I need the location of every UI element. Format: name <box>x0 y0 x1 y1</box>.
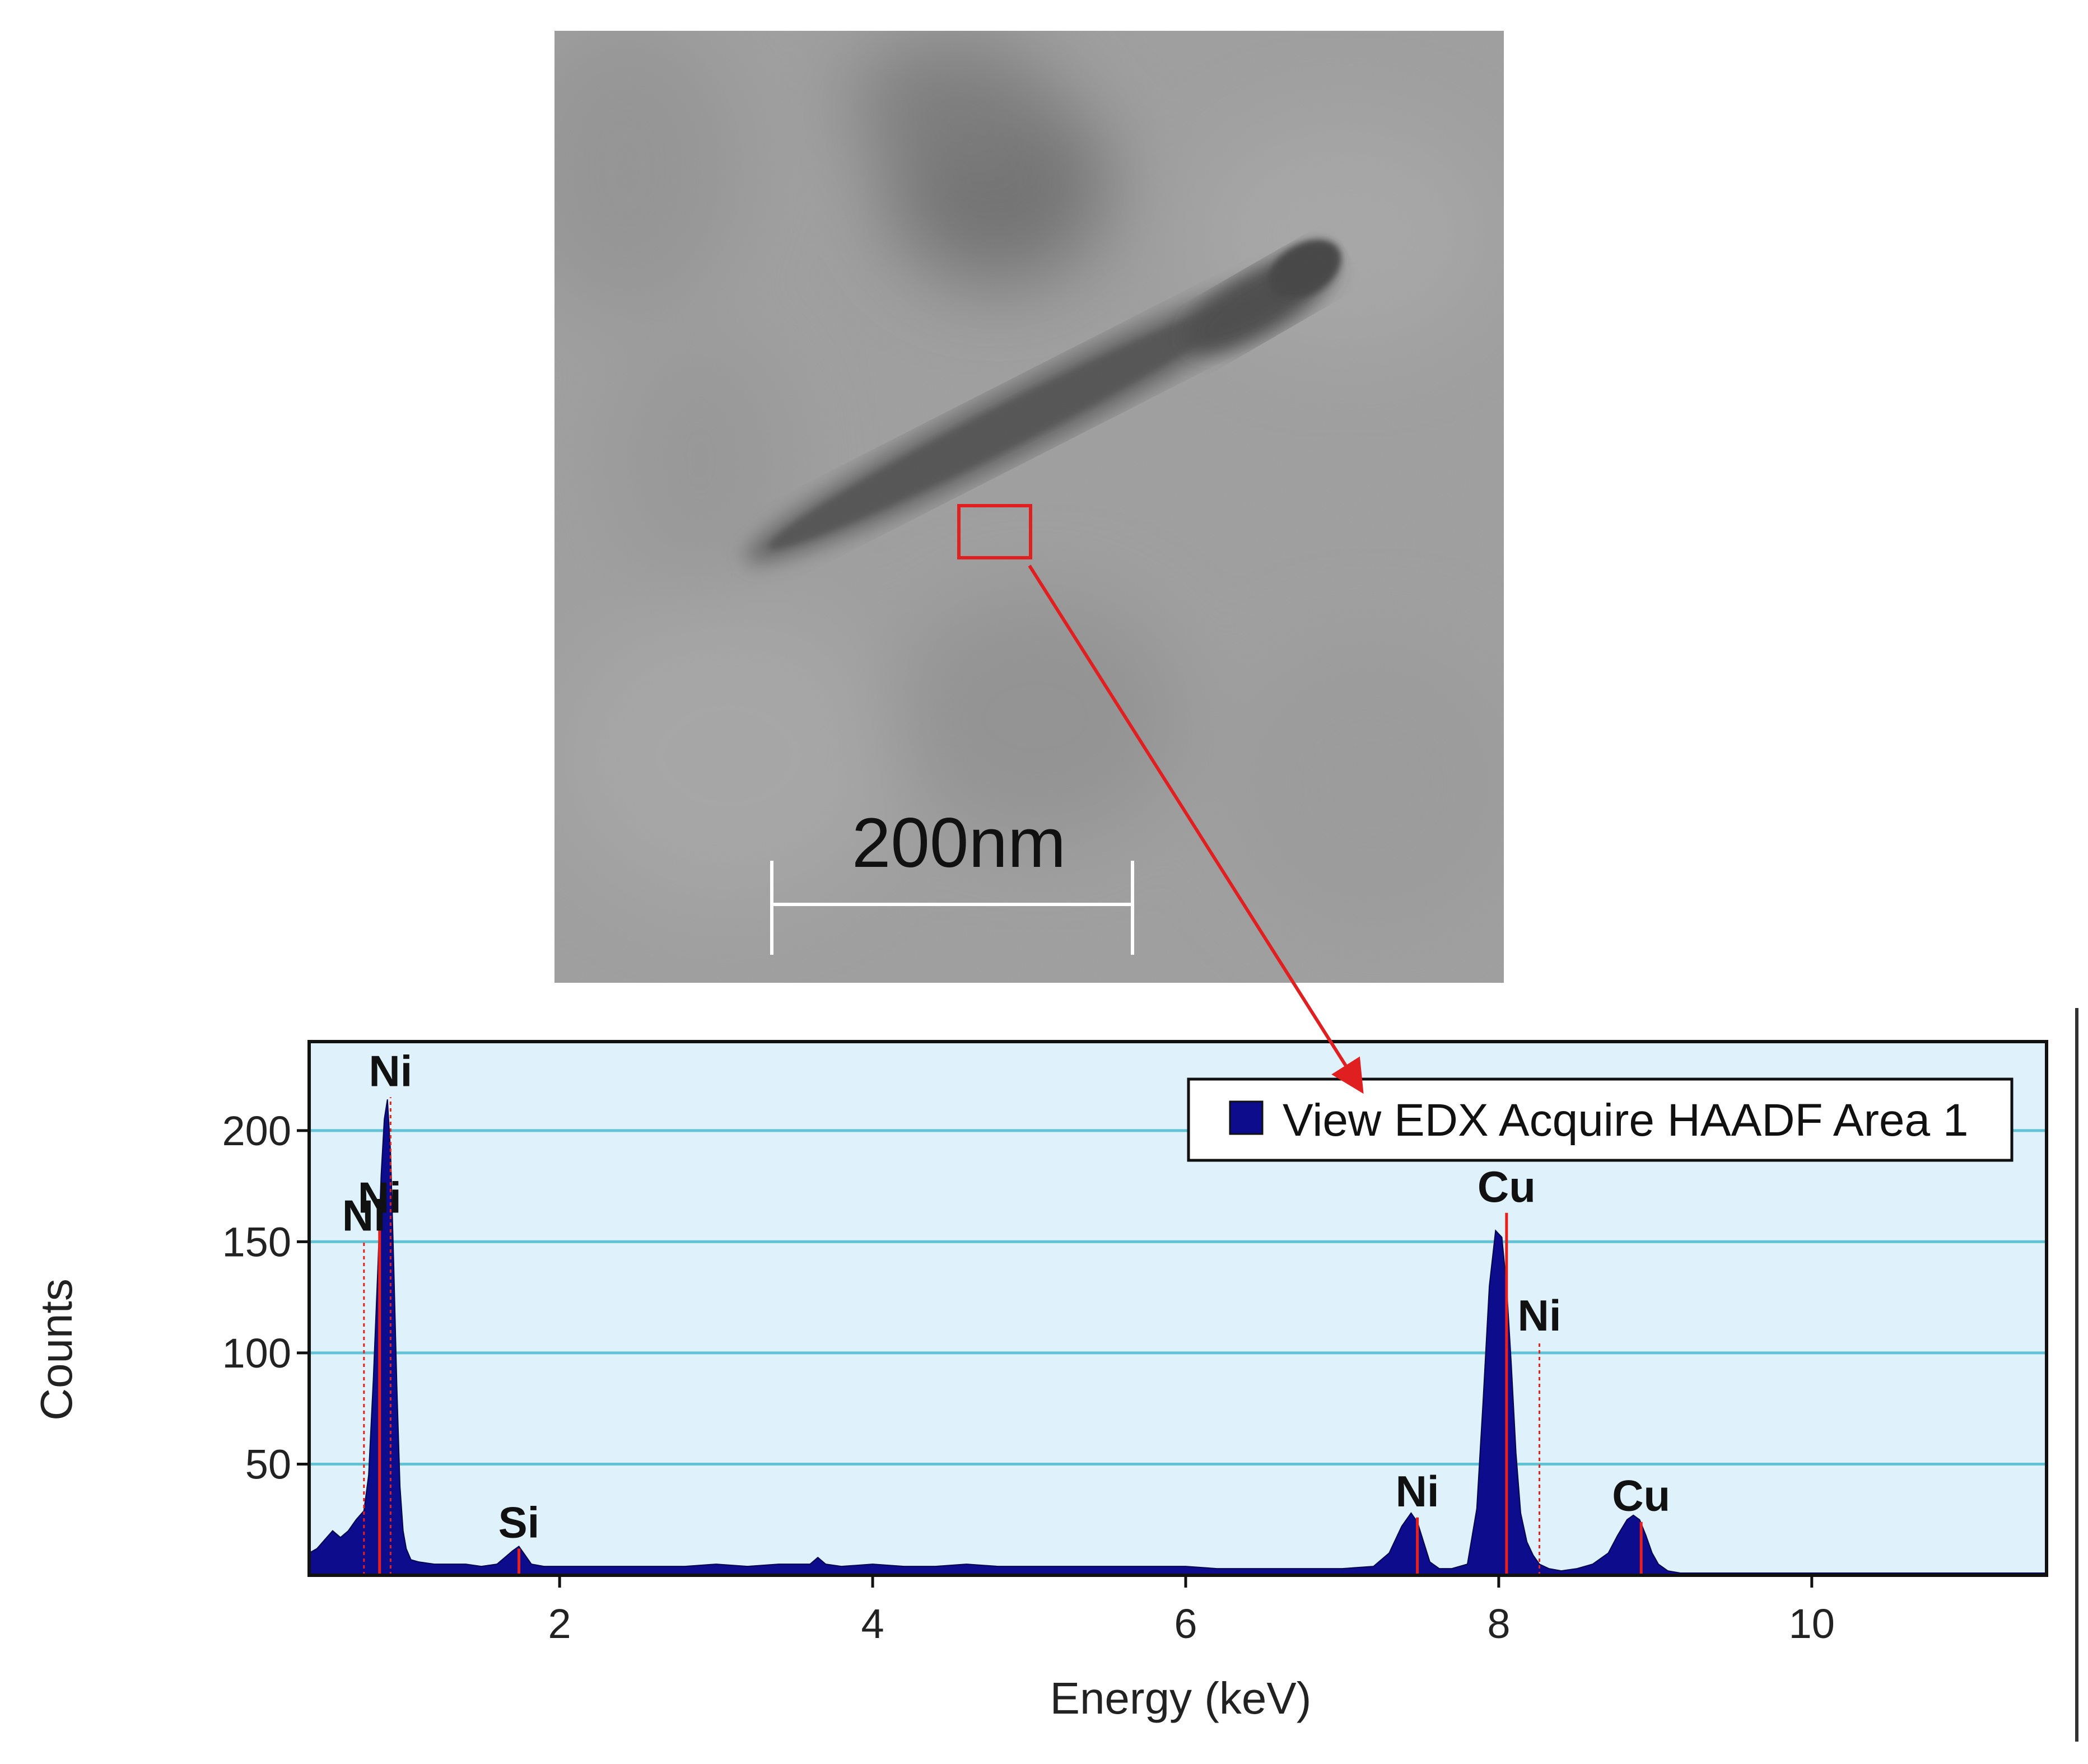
y-tick-label: 200 <box>222 1108 291 1154</box>
series-layer <box>309 1099 2047 1575</box>
edx-selection-box[interactable] <box>957 504 1032 559</box>
x-axis: 2 4 6 8 10 <box>548 1575 1835 1647</box>
y-tick-label: 50 <box>245 1441 291 1487</box>
y-tick-label: 100 <box>222 1330 291 1376</box>
legend[interactable]: View EDX Acquire HAADF Area 1 <box>1187 1077 2014 1162</box>
peak-label-ni: Ni <box>1518 1291 1562 1340</box>
legend-swatch <box>1229 1100 1264 1135</box>
peak-markers <box>363 1097 1643 1575</box>
x-axis-title: Energy (keV) <box>1050 1673 1312 1723</box>
peak-label-si: Si <box>498 1497 540 1547</box>
tem-micrograph: 200nm <box>554 31 1504 983</box>
legend-label: View EDX Acquire HAADF Area 1 <box>1283 1095 1968 1146</box>
peak-label-ni: Ni <box>1396 1467 1439 1516</box>
plot-frame <box>307 1040 2048 1577</box>
peak-label-cu: Cu <box>1612 1471 1670 1520</box>
x-tick-label: 6 <box>1174 1600 1197 1647</box>
peak-label-ni: Ni <box>358 1173 402 1222</box>
peak-label-cu: Cu <box>1478 1162 1536 1211</box>
x-tick-label: 8 <box>1487 1600 1510 1647</box>
callout-arrow <box>1028 564 1364 1094</box>
x-tick-label: 4 <box>861 1600 884 1647</box>
peak-label-ni: Ni <box>342 1191 386 1240</box>
peak-label-ni: Ni <box>369 1046 412 1095</box>
x-tick-label: 2 <box>548 1600 571 1647</box>
x-tick-label: 10 <box>1789 1600 1835 1647</box>
scale-bar-label: 200nm <box>852 804 1066 882</box>
legend-box <box>1187 1077 2014 1162</box>
spectrum-series-0 <box>309 1099 2047 1575</box>
y-axis: 50 100 150 200 <box>222 1108 309 1487</box>
y-tick-label: 150 <box>222 1219 291 1265</box>
y-axis-title: Counts <box>31 1278 81 1420</box>
scale-bar: 200nm <box>770 804 1134 955</box>
